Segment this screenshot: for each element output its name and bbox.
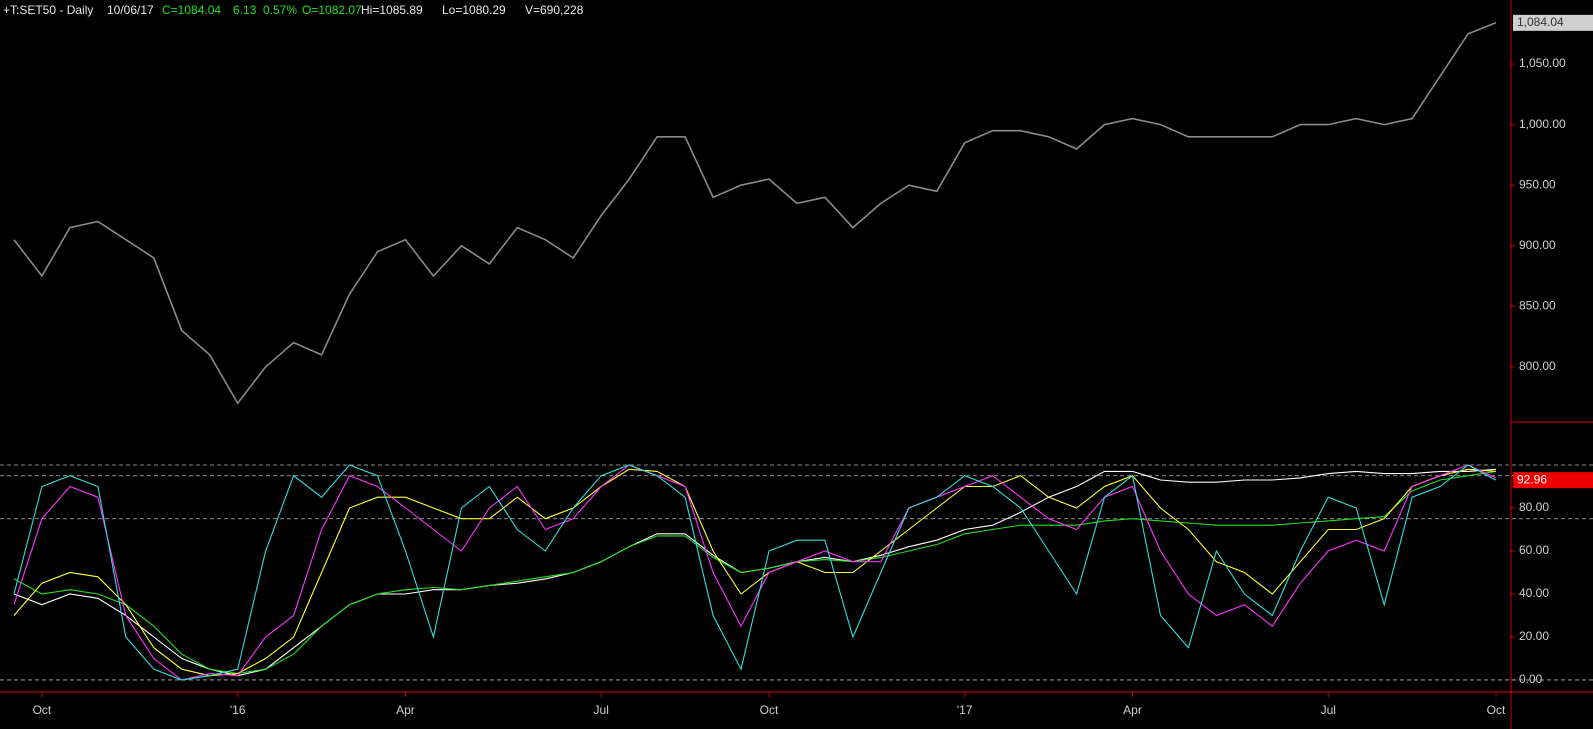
volume: V=690,228 bbox=[525, 3, 584, 17]
x-tick-label: '17 bbox=[957, 703, 973, 717]
series-line bbox=[13, 468, 1497, 677]
y-tick-label: 60.00 bbox=[1519, 543, 1549, 557]
x-tick-label: Jul bbox=[1321, 703, 1336, 717]
last-value-label: 1,084.04 bbox=[1517, 15, 1564, 29]
series-line bbox=[13, 470, 1497, 675]
x-tick-label: Apr bbox=[396, 703, 415, 717]
series-line bbox=[13, 464, 1497, 681]
change-pct: 0.57% bbox=[263, 3, 297, 17]
open: O=1082.07 bbox=[302, 3, 362, 17]
last-value-box bbox=[1513, 472, 1593, 489]
x-tick-label: '16 bbox=[230, 703, 246, 717]
x-tick-label: Jul bbox=[594, 703, 609, 717]
x-tick-label: Oct bbox=[33, 703, 52, 717]
x-tick-label: Oct bbox=[1487, 703, 1506, 717]
y-tick-label: 800.00 bbox=[1519, 359, 1556, 373]
y-tick-label: 850.00 bbox=[1519, 298, 1556, 312]
series-line bbox=[13, 464, 1497, 681]
last-value-label: 92.96 bbox=[1517, 472, 1547, 486]
high: Hi=1085.89 bbox=[361, 3, 423, 17]
date: 10/06/17 bbox=[107, 3, 154, 17]
x-tick-label: Oct bbox=[760, 703, 779, 717]
y-tick-label: 950.00 bbox=[1519, 177, 1556, 191]
y-tick-label: 80.00 bbox=[1519, 500, 1549, 514]
symbol: +T:SET50 - Daily bbox=[3, 3, 93, 17]
last-value-box bbox=[1513, 14, 1593, 31]
y-tick-label: 900.00 bbox=[1519, 238, 1556, 252]
series-line bbox=[13, 22, 1497, 405]
y-tick-label: 40.00 bbox=[1519, 586, 1549, 600]
y-tick-label: 20.00 bbox=[1519, 629, 1549, 643]
y-tick-label: 1,000.00 bbox=[1519, 117, 1566, 131]
change: 6.13 bbox=[233, 3, 257, 17]
x-tick-label: Apr bbox=[1123, 703, 1142, 717]
low: Lo=1080.29 bbox=[442, 3, 506, 17]
y-tick-label: 0.00 bbox=[1519, 672, 1543, 686]
y-tick-label: 1,050.00 bbox=[1519, 56, 1566, 70]
close: C=1084.04 bbox=[162, 3, 221, 17]
